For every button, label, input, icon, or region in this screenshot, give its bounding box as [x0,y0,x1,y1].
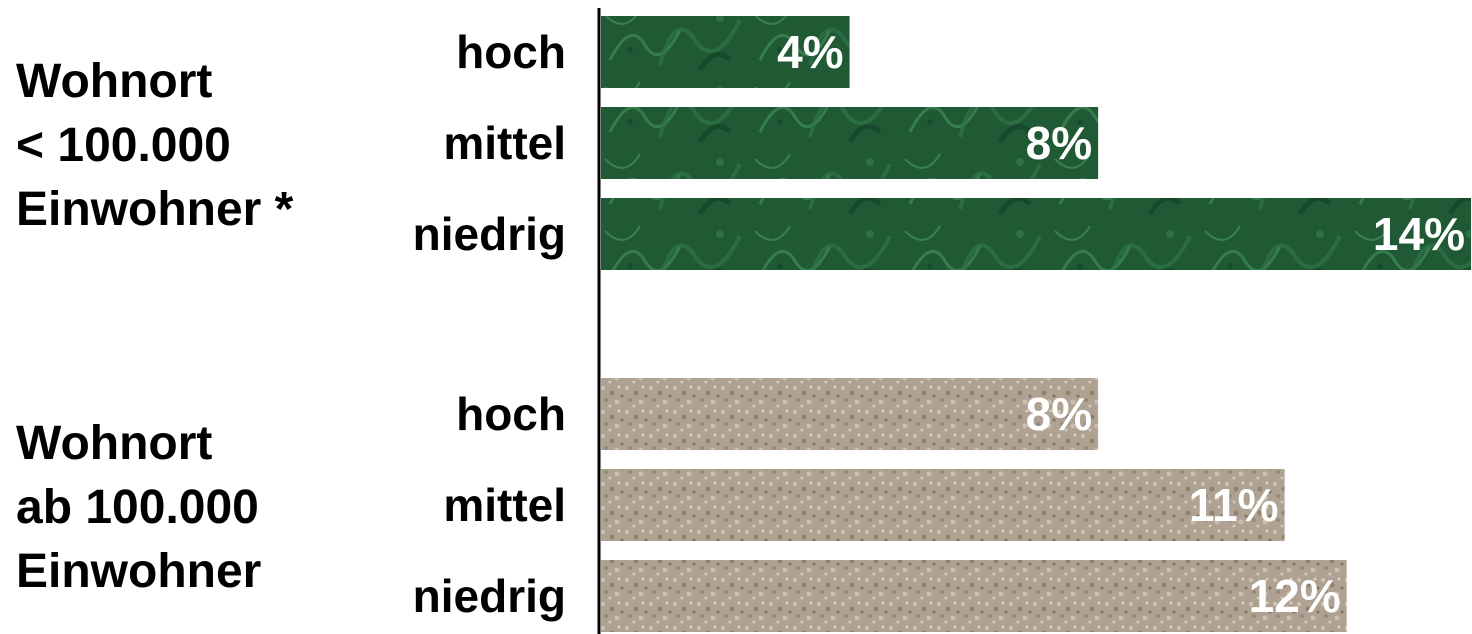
value-label-large-town-hoch: 8% [1026,388,1092,440]
bar-large-town-hoch [601,378,1099,450]
category-label-large-town-mittel: mittel [443,479,566,531]
group-label-small-town: Wohnort < 100.000 Einwohner * [16,55,294,236]
group-label-large-town: Wohnort ab 100.000 Einwohner [16,417,262,598]
value-label-large-town-niedrig: 12% [1249,570,1341,622]
value-label-small-town-mittel: 8% [1026,117,1092,169]
value-label-small-town-hoch: 4% [777,26,843,78]
bar-large-town-niedrig [601,560,1347,632]
bar-small-town-niedrig [601,198,1471,270]
category-label-large-town-hoch: hoch [456,388,566,440]
bar-small-town-hoch [601,16,850,88]
value-label-small-town-niedrig: 14% [1373,208,1465,260]
category-label-large-town-niedrig: niedrig [413,570,566,622]
category-label-small-town-mittel: mittel [443,117,566,169]
category-label-small-town-hoch: hoch [456,26,566,78]
category-label-small-town-niedrig: niedrig [413,208,566,260]
bar-small-town-mittel [601,107,1099,179]
value-label-large-town-mittel: 11% [1189,479,1279,531]
bar-large-town-mittel [601,469,1285,541]
